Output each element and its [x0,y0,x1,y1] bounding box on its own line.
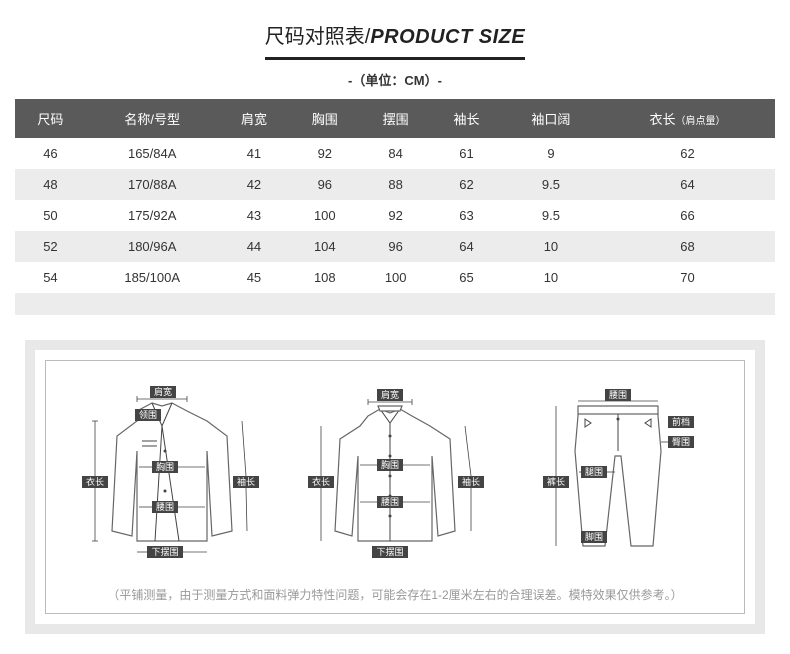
svg-text:下摆围: 下摆围 [152,546,179,557]
svg-text:脚围: 脚围 [585,532,603,542]
col-size: 尺码 [15,99,86,138]
svg-text:腰围: 腰围 [609,390,627,400]
table-cell: 44 [219,231,290,262]
col-chest: 胸围 [289,99,360,138]
svg-text:袖长: 袖长 [237,476,255,487]
table-header-row: 尺码 名称/号型 肩宽 胸围 摆围 袖长 袖口阔 衣长（肩点量） [15,99,775,138]
svg-text:衣长: 衣长 [312,476,330,487]
table-cell: 84 [360,138,431,169]
svg-text:腰围: 腰围 [381,497,399,507]
table-row: 46165/84A41928461962 [15,138,775,169]
title-underline [265,57,525,60]
col-length: 衣长（肩点量） [600,99,775,138]
table-cell: 48 [15,169,86,200]
svg-text:前档: 前档 [672,416,690,427]
table-cell: 10 [502,231,600,262]
table-cell: 9.5 [502,200,600,231]
table-cell: 65 [431,262,502,293]
col-spec: 名称/号型 [86,99,219,138]
table-cell: 62 [600,138,775,169]
table-cell: 92 [289,138,360,169]
table-cell: 41 [219,138,290,169]
svg-text:下摆围: 下摆围 [376,546,403,557]
svg-text:胸围: 胸围 [156,461,174,472]
table-cell: 68 [600,231,775,262]
diagram-jacket-open: 肩宽 领围 胸围 衣长 袖长 腰围 下摆围 [67,381,277,571]
table-cell: 43 [219,200,290,231]
diagram-shirt: 肩宽 胸围 衣长 袖长 腰围 下摆围 [300,381,500,571]
svg-text:胸围: 胸围 [381,459,399,470]
table-cell: 54 [15,262,86,293]
table-cell: 52 [15,231,86,262]
table-row: 50175/92A4310092639.566 [15,200,775,231]
table-cell: 170/88A [86,169,219,200]
table-cell: 100 [360,262,431,293]
diagram-frame: 肩宽 领围 胸围 衣长 袖长 腰围 下摆围 [25,340,765,634]
svg-text:裤长: 裤长 [547,476,565,487]
title-cn: 尺码对照表/ [265,26,371,48]
table-cell: 9.5 [502,169,600,200]
svg-text:肩宽: 肩宽 [381,389,399,400]
title-en: PRODUCT SIZE [370,26,525,48]
table-cell: 96 [360,231,431,262]
table-cell: 104 [289,231,360,262]
table-cell: 96 [289,169,360,200]
svg-text:肩宽: 肩宽 [154,386,172,397]
table-cell: 64 [600,169,775,200]
size-table: 尺码 名称/号型 肩宽 胸围 摆围 袖长 袖口阔 衣长（肩点量） 46165/8… [15,99,775,315]
svg-text:领围: 领围 [139,409,157,420]
table-cell: 42 [219,169,290,200]
diagram-pants: 腰围 臀围 前档 腿围 裤长 脚围 [523,381,723,571]
table-cell: 165/84A [86,138,219,169]
svg-text:腰围: 腰围 [156,502,174,512]
table-cell: 61 [431,138,502,169]
table-cell: 10 [502,262,600,293]
table-cell: 9 [502,138,600,169]
table-cell: 88 [360,169,431,200]
table-cell: 70 [600,262,775,293]
diagram-inner: 肩宽 领围 胸围 衣长 袖长 腰围 下摆围 [45,360,745,614]
table-cell: 46 [15,138,86,169]
table-row: 52180/96A4410496641068 [15,231,775,262]
svg-text:臀围: 臀围 [672,437,690,447]
col-cuff: 袖口阔 [502,99,600,138]
col-shoulder: 肩宽 [219,99,290,138]
page-title: 尺码对照表/PRODUCT SIZE [15,20,775,49]
measurement-note: （平铺测量，由于测量方式和面料弹力特性问题，可能会存在1-2厘米左右的合理误差。… [56,586,734,603]
table-cell: 108 [289,262,360,293]
svg-text:袖长: 袖长 [462,476,480,487]
table-cell: 45 [219,262,290,293]
col-sleeve: 袖长 [431,99,502,138]
svg-text:衣长: 衣长 [86,476,104,487]
unit-label: -（单位：CM）- [15,70,775,89]
svg-text:腿围: 腿围 [585,467,603,477]
table-row: 54185/100A45108100651070 [15,262,775,293]
table-cell: 66 [600,200,775,231]
table-cell: 50 [15,200,86,231]
table-cell: 185/100A [86,262,219,293]
table-cell: 100 [289,200,360,231]
table-cell: 180/96A [86,231,219,262]
table-row: 48170/88A429688629.564 [15,169,775,200]
table-cell: 63 [431,200,502,231]
table-cell: 62 [431,169,502,200]
table-cell: 175/92A [86,200,219,231]
table-blank-row [15,293,775,315]
table-cell: 64 [431,231,502,262]
col-hem: 摆围 [360,99,431,138]
table-cell: 92 [360,200,431,231]
